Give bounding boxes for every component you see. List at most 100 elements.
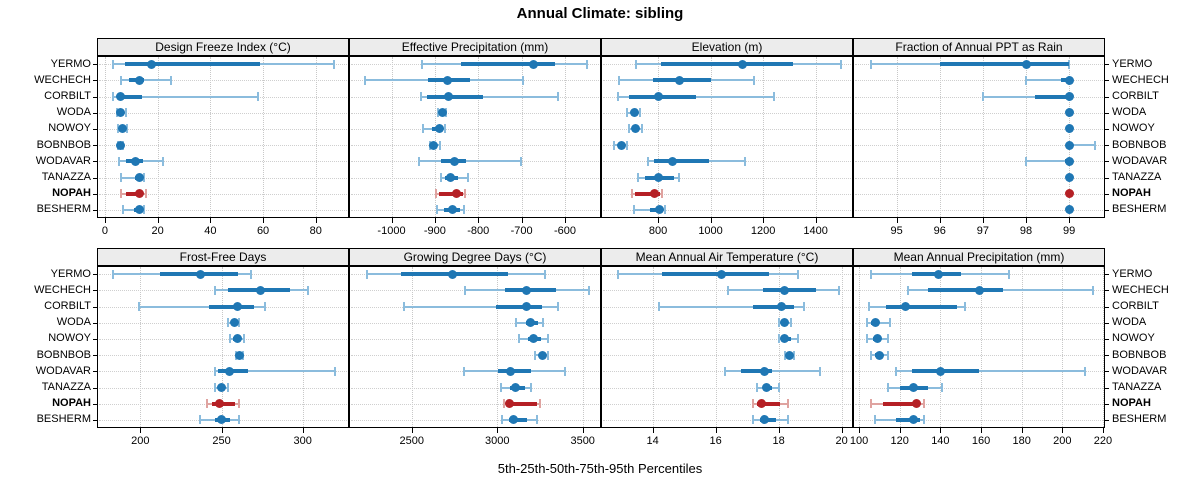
gridline-v <box>521 57 523 217</box>
whisker-cap <box>587 285 590 295</box>
station-label-right: CORBILT <box>1112 300 1159 312</box>
whisker-cap <box>1068 59 1071 69</box>
y-tick <box>93 371 97 373</box>
whisker-cap <box>546 350 549 360</box>
median-dot <box>538 350 548 360</box>
whisker-cap <box>546 334 549 344</box>
x-tick <box>1102 428 1104 433</box>
y-tick <box>93 112 97 114</box>
median-dot <box>429 140 439 150</box>
median-dot <box>506 366 516 376</box>
y-tick <box>1105 371 1109 373</box>
y-tick <box>1105 322 1109 324</box>
whisker-cap <box>249 269 252 279</box>
median-dot <box>233 302 243 311</box>
iqr-bar <box>124 62 261 67</box>
whisker-cap <box>777 383 780 392</box>
median-dot <box>654 205 664 215</box>
whisker-cap <box>888 318 891 328</box>
iqr-bar <box>509 417 528 422</box>
panel-strip: Effective Precipitation (mm) <box>349 38 601 56</box>
iqr-bar <box>662 272 770 277</box>
x-tick <box>982 218 984 223</box>
whisker-cap <box>777 318 780 328</box>
x-tick <box>315 218 317 223</box>
gridline-v <box>763 57 765 217</box>
gridline-h <box>99 177 347 179</box>
whisker-line <box>1069 144 1096 147</box>
x-tick-label: 180 <box>1012 435 1031 447</box>
median-dot <box>1064 173 1074 182</box>
station-label-right: BOBNBOB <box>1112 348 1167 361</box>
x-tick-label: -600 <box>553 225 577 237</box>
x-tick <box>411 428 413 433</box>
gridline-h <box>855 145 1103 147</box>
x-tick-label: 40 <box>204 225 217 237</box>
median-dot <box>631 124 641 134</box>
whisker-cap <box>1091 285 1094 295</box>
median-dot <box>1064 140 1074 150</box>
station-label-left: CORBILT <box>44 300 91 312</box>
median-dot <box>780 285 790 295</box>
gridline-h <box>603 419 851 421</box>
whisker-cap <box>144 189 147 199</box>
gridline-v <box>302 267 304 427</box>
median-dot <box>130 156 140 166</box>
panel-plot <box>853 56 1105 218</box>
station-label-left: NOPAH <box>52 397 91 410</box>
x-tick-label: 16 <box>709 435 722 447</box>
station-label-right: WODAVAR <box>1112 364 1168 377</box>
station-label-left: WODA <box>56 106 91 119</box>
station-label-left: TANAZZA <box>41 381 91 393</box>
gridline-v <box>1062 267 1064 427</box>
whisker-cap <box>434 189 437 199</box>
x-tick <box>565 218 566 223</box>
station-label-right: NOWOY <box>1112 122 1155 135</box>
whisker-cap <box>238 415 241 425</box>
iqr-bar <box>895 417 921 422</box>
whisker-cap <box>124 108 127 118</box>
iqr-bar <box>208 304 254 309</box>
station-label-left: YERMO <box>50 57 91 70</box>
y-tick <box>1105 161 1109 163</box>
whisker-cap <box>143 205 146 215</box>
median-dot <box>526 318 536 328</box>
y-tick <box>1105 96 1109 98</box>
median-dot <box>443 75 453 85</box>
x-tick-label: -700 <box>510 225 533 237</box>
gridline-v <box>939 57 941 217</box>
median-dot <box>653 173 663 182</box>
median-dot <box>146 59 156 69</box>
panel-strip: Growing Degree Days (°C) <box>349 248 601 266</box>
x-tick-label: 160 <box>971 435 991 447</box>
whisker-cap <box>677 173 680 182</box>
station-label-left: WECHECH <box>34 73 91 86</box>
panel-strip: Frost-Free Days <box>97 248 349 266</box>
x-tick <box>939 218 941 223</box>
y-tick <box>1105 145 1109 147</box>
x-tick-label: 97 <box>976 225 989 237</box>
whisker-cap <box>743 156 746 166</box>
whisker-cap <box>752 75 755 85</box>
station-label-right: TANAZZA <box>1112 381 1162 393</box>
gridline-h <box>351 177 599 179</box>
median-dot <box>116 108 126 118</box>
x-tick-label: 20 <box>151 225 164 237</box>
gridline-h <box>351 322 599 324</box>
whisker-cap <box>530 383 533 392</box>
whisker-cap <box>639 108 642 118</box>
iqr-bar <box>427 94 483 99</box>
iqr-bar <box>928 288 1004 293</box>
median-dot <box>1064 189 1074 199</box>
median-dot <box>1064 92 1074 101</box>
whisker-cap <box>634 59 637 69</box>
x-tick-label: 60 <box>256 225 270 237</box>
x-tick <box>652 428 654 433</box>
whisker-cap <box>214 383 217 392</box>
iqr-bar <box>753 304 795 309</box>
whisker-cap <box>790 318 793 328</box>
whisker-cap <box>161 156 164 166</box>
gridline-v <box>478 57 480 217</box>
gridline-v <box>210 57 212 217</box>
